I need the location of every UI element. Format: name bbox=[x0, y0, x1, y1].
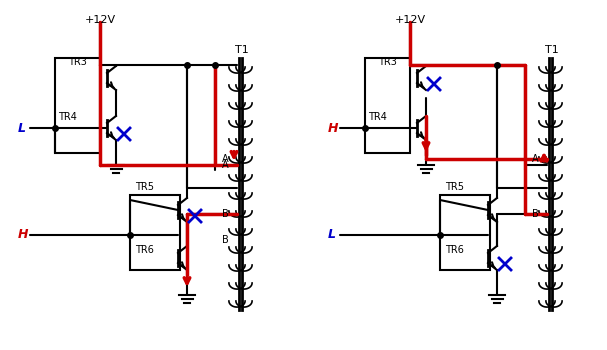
Text: H: H bbox=[328, 121, 339, 134]
Text: +12V: +12V bbox=[395, 15, 426, 25]
Text: TR3: TR3 bbox=[68, 57, 87, 67]
Text: B: B bbox=[222, 235, 229, 245]
Text: TR5: TR5 bbox=[445, 182, 464, 192]
Text: A: A bbox=[532, 154, 538, 164]
Text: A: A bbox=[222, 154, 229, 164]
Text: TR3: TR3 bbox=[378, 57, 397, 67]
Text: L: L bbox=[328, 229, 336, 241]
Bar bbox=[55, 58, 100, 153]
Text: H: H bbox=[18, 229, 29, 241]
Bar bbox=[365, 58, 410, 153]
Text: TR4: TR4 bbox=[368, 112, 387, 122]
Text: TR6: TR6 bbox=[135, 245, 154, 255]
Text: L: L bbox=[18, 121, 26, 134]
Bar bbox=[440, 195, 490, 270]
Text: TR5: TR5 bbox=[135, 182, 154, 192]
Text: B: B bbox=[222, 209, 229, 219]
Text: T1: T1 bbox=[235, 45, 249, 55]
Text: +12V: +12V bbox=[84, 15, 115, 25]
Text: TR6: TR6 bbox=[445, 245, 464, 255]
Text: TR4: TR4 bbox=[58, 112, 77, 122]
Text: A: A bbox=[222, 160, 229, 170]
Text: B: B bbox=[532, 209, 539, 219]
Text: T1: T1 bbox=[545, 45, 559, 55]
Bar bbox=[130, 195, 180, 270]
